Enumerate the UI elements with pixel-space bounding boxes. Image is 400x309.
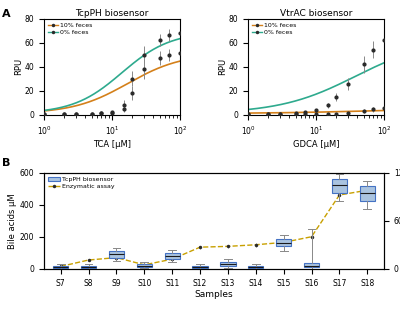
X-axis label: TCA [μM]: TCA [μM] [93,140,131,149]
Text: B: B [2,158,10,167]
PathPatch shape [276,239,291,246]
PathPatch shape [164,253,180,259]
PathPatch shape [332,179,347,193]
Y-axis label: Bile acids μM: Bile acids μM [8,193,17,248]
PathPatch shape [137,264,152,267]
Legend: TcpPH biosensor, Enzymatic assay: TcpPH biosensor, Enzymatic assay [47,176,116,191]
PathPatch shape [220,262,236,266]
PathPatch shape [248,266,264,268]
PathPatch shape [109,251,124,258]
Legend: 10% feces, 0% feces: 10% feces, 0% feces [251,22,298,36]
Text: A: A [2,9,11,19]
Y-axis label: RPU: RPU [14,58,23,75]
Title: TcpPH biosensor: TcpPH biosensor [75,9,149,18]
PathPatch shape [53,266,68,268]
Legend: 10% feces, 0% feces: 10% feces, 0% feces [47,22,94,36]
PathPatch shape [192,266,208,268]
Title: VtrAC biosensor: VtrAC biosensor [280,9,352,18]
PathPatch shape [304,263,319,267]
X-axis label: GDCA [μM]: GDCA [μM] [293,140,339,149]
X-axis label: Samples: Samples [195,290,233,299]
PathPatch shape [81,266,96,268]
Y-axis label: RPU: RPU [218,58,227,75]
PathPatch shape [360,186,375,201]
